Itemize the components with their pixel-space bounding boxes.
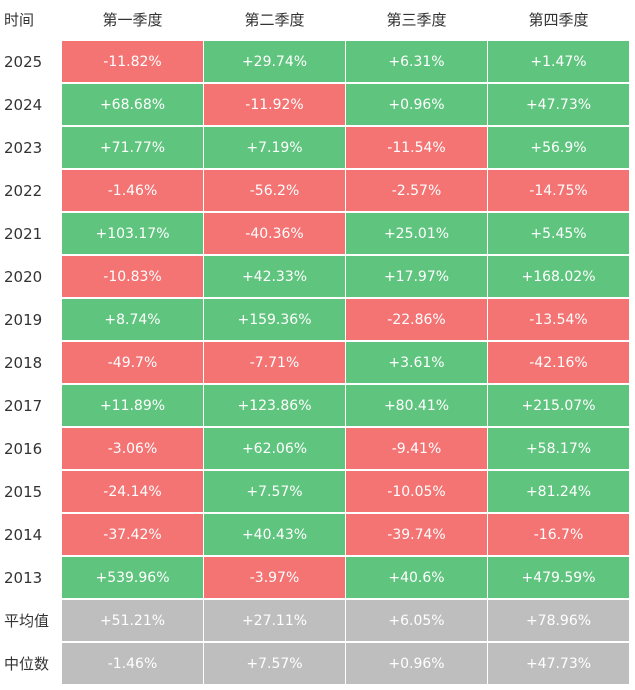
value-cell: +68.68%: [62, 84, 203, 125]
value-cell: +47.73%: [488, 84, 629, 125]
value-cell: +62.06%: [204, 428, 345, 469]
header-cell: 第四季度: [528, 10, 589, 29]
row-label: 2014: [4, 525, 43, 544]
value-cell: -39.74%: [346, 514, 487, 555]
value-cell: -3.06%: [62, 428, 203, 469]
value-cell: +47.73%: [488, 643, 629, 684]
value-cell: +215.07%: [488, 385, 629, 426]
row-label: 2018: [4, 353, 43, 372]
value-cell: -22.86%: [346, 299, 487, 340]
header-cell: 时间: [4, 10, 35, 29]
row-label: 2020: [4, 267, 43, 286]
value-cell: +8.74%: [62, 299, 203, 340]
row-label: 2023: [4, 138, 43, 157]
value-cell: +78.96%: [488, 600, 629, 641]
value-cell: +29.74%: [204, 41, 345, 82]
value-cell: +71.77%: [62, 127, 203, 168]
value-cell: +27.11%: [204, 600, 345, 641]
value-cell: +7.57%: [204, 643, 345, 684]
row-label: 2019: [4, 310, 43, 329]
value-cell: +5.45%: [488, 213, 629, 254]
value-cell: +40.43%: [204, 514, 345, 555]
header-cell: 第三季度: [386, 10, 447, 29]
value-cell: -10.05%: [346, 471, 487, 512]
value-cell: -14.75%: [488, 170, 629, 211]
row-label: 2015: [4, 482, 43, 501]
value-cell: +6.05%: [346, 600, 487, 641]
value-cell: -11.82%: [62, 41, 203, 82]
value-cell: +539.96%: [62, 557, 203, 598]
value-cell: +3.61%: [346, 342, 487, 383]
value-cell: -10.83%: [62, 256, 203, 297]
value-cell: +40.6%: [346, 557, 487, 598]
value-cell: +1.47%: [488, 41, 629, 82]
row-label: 中位数: [4, 655, 50, 673]
value-cell: +11.89%: [62, 385, 203, 426]
value-cell: -9.41%: [346, 428, 487, 469]
header-cell: 第一季度: [102, 10, 163, 29]
value-cell: +0.96%: [346, 643, 487, 684]
value-cell: +17.97%: [346, 256, 487, 297]
value-cell: -40.36%: [204, 213, 345, 254]
value-cell: +56.9%: [488, 127, 629, 168]
header-cell: 第二季度: [244, 10, 305, 29]
row-label: 2013: [4, 568, 43, 587]
value-cell: +479.59%: [488, 557, 629, 598]
row-label: 2021: [4, 224, 43, 243]
value-cell: -16.7%: [488, 514, 629, 555]
value-cell: -24.14%: [62, 471, 203, 512]
value-cell: +0.96%: [346, 84, 487, 125]
row-label: 2025: [4, 52, 43, 71]
value-cell: +42.33%: [204, 256, 345, 297]
value-cell: -11.92%: [204, 84, 345, 125]
value-cell: +51.21%: [62, 600, 203, 641]
value-cell: +58.17%: [488, 428, 629, 469]
value-cell: -2.57%: [346, 170, 487, 211]
value-cell: +25.01%: [346, 213, 487, 254]
row-label: 2024: [4, 95, 43, 114]
value-cell: +159.36%: [204, 299, 345, 340]
value-cell: +6.31%: [346, 41, 487, 82]
value-cell: -13.54%: [488, 299, 629, 340]
value-cell: +168.02%: [488, 256, 629, 297]
value-cell: -42.16%: [488, 342, 629, 383]
value-cell: +103.17%: [62, 213, 203, 254]
value-cell: -1.46%: [62, 643, 203, 684]
value-cell: +7.19%: [204, 127, 345, 168]
value-cell: +123.86%: [204, 385, 345, 426]
value-cell: -56.2%: [204, 170, 345, 211]
value-cell: -7.71%: [204, 342, 345, 383]
value-cell: -1.46%: [62, 170, 203, 211]
row-label: 2017: [4, 396, 43, 415]
value-cell: -11.54%: [346, 127, 487, 168]
row-label: 2022: [4, 181, 43, 200]
row-label: 2016: [4, 439, 43, 458]
value-cell: -49.7%: [62, 342, 203, 383]
value-cell: -37.42%: [62, 514, 203, 555]
value-cell: -3.97%: [204, 557, 345, 598]
value-cell: +7.57%: [204, 471, 345, 512]
value-cell: +81.24%: [488, 471, 629, 512]
value-cell: +80.41%: [346, 385, 487, 426]
row-label: 平均值: [4, 612, 50, 630]
